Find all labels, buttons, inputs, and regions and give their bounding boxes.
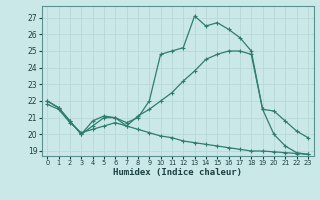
X-axis label: Humidex (Indice chaleur): Humidex (Indice chaleur) [113, 168, 242, 177]
